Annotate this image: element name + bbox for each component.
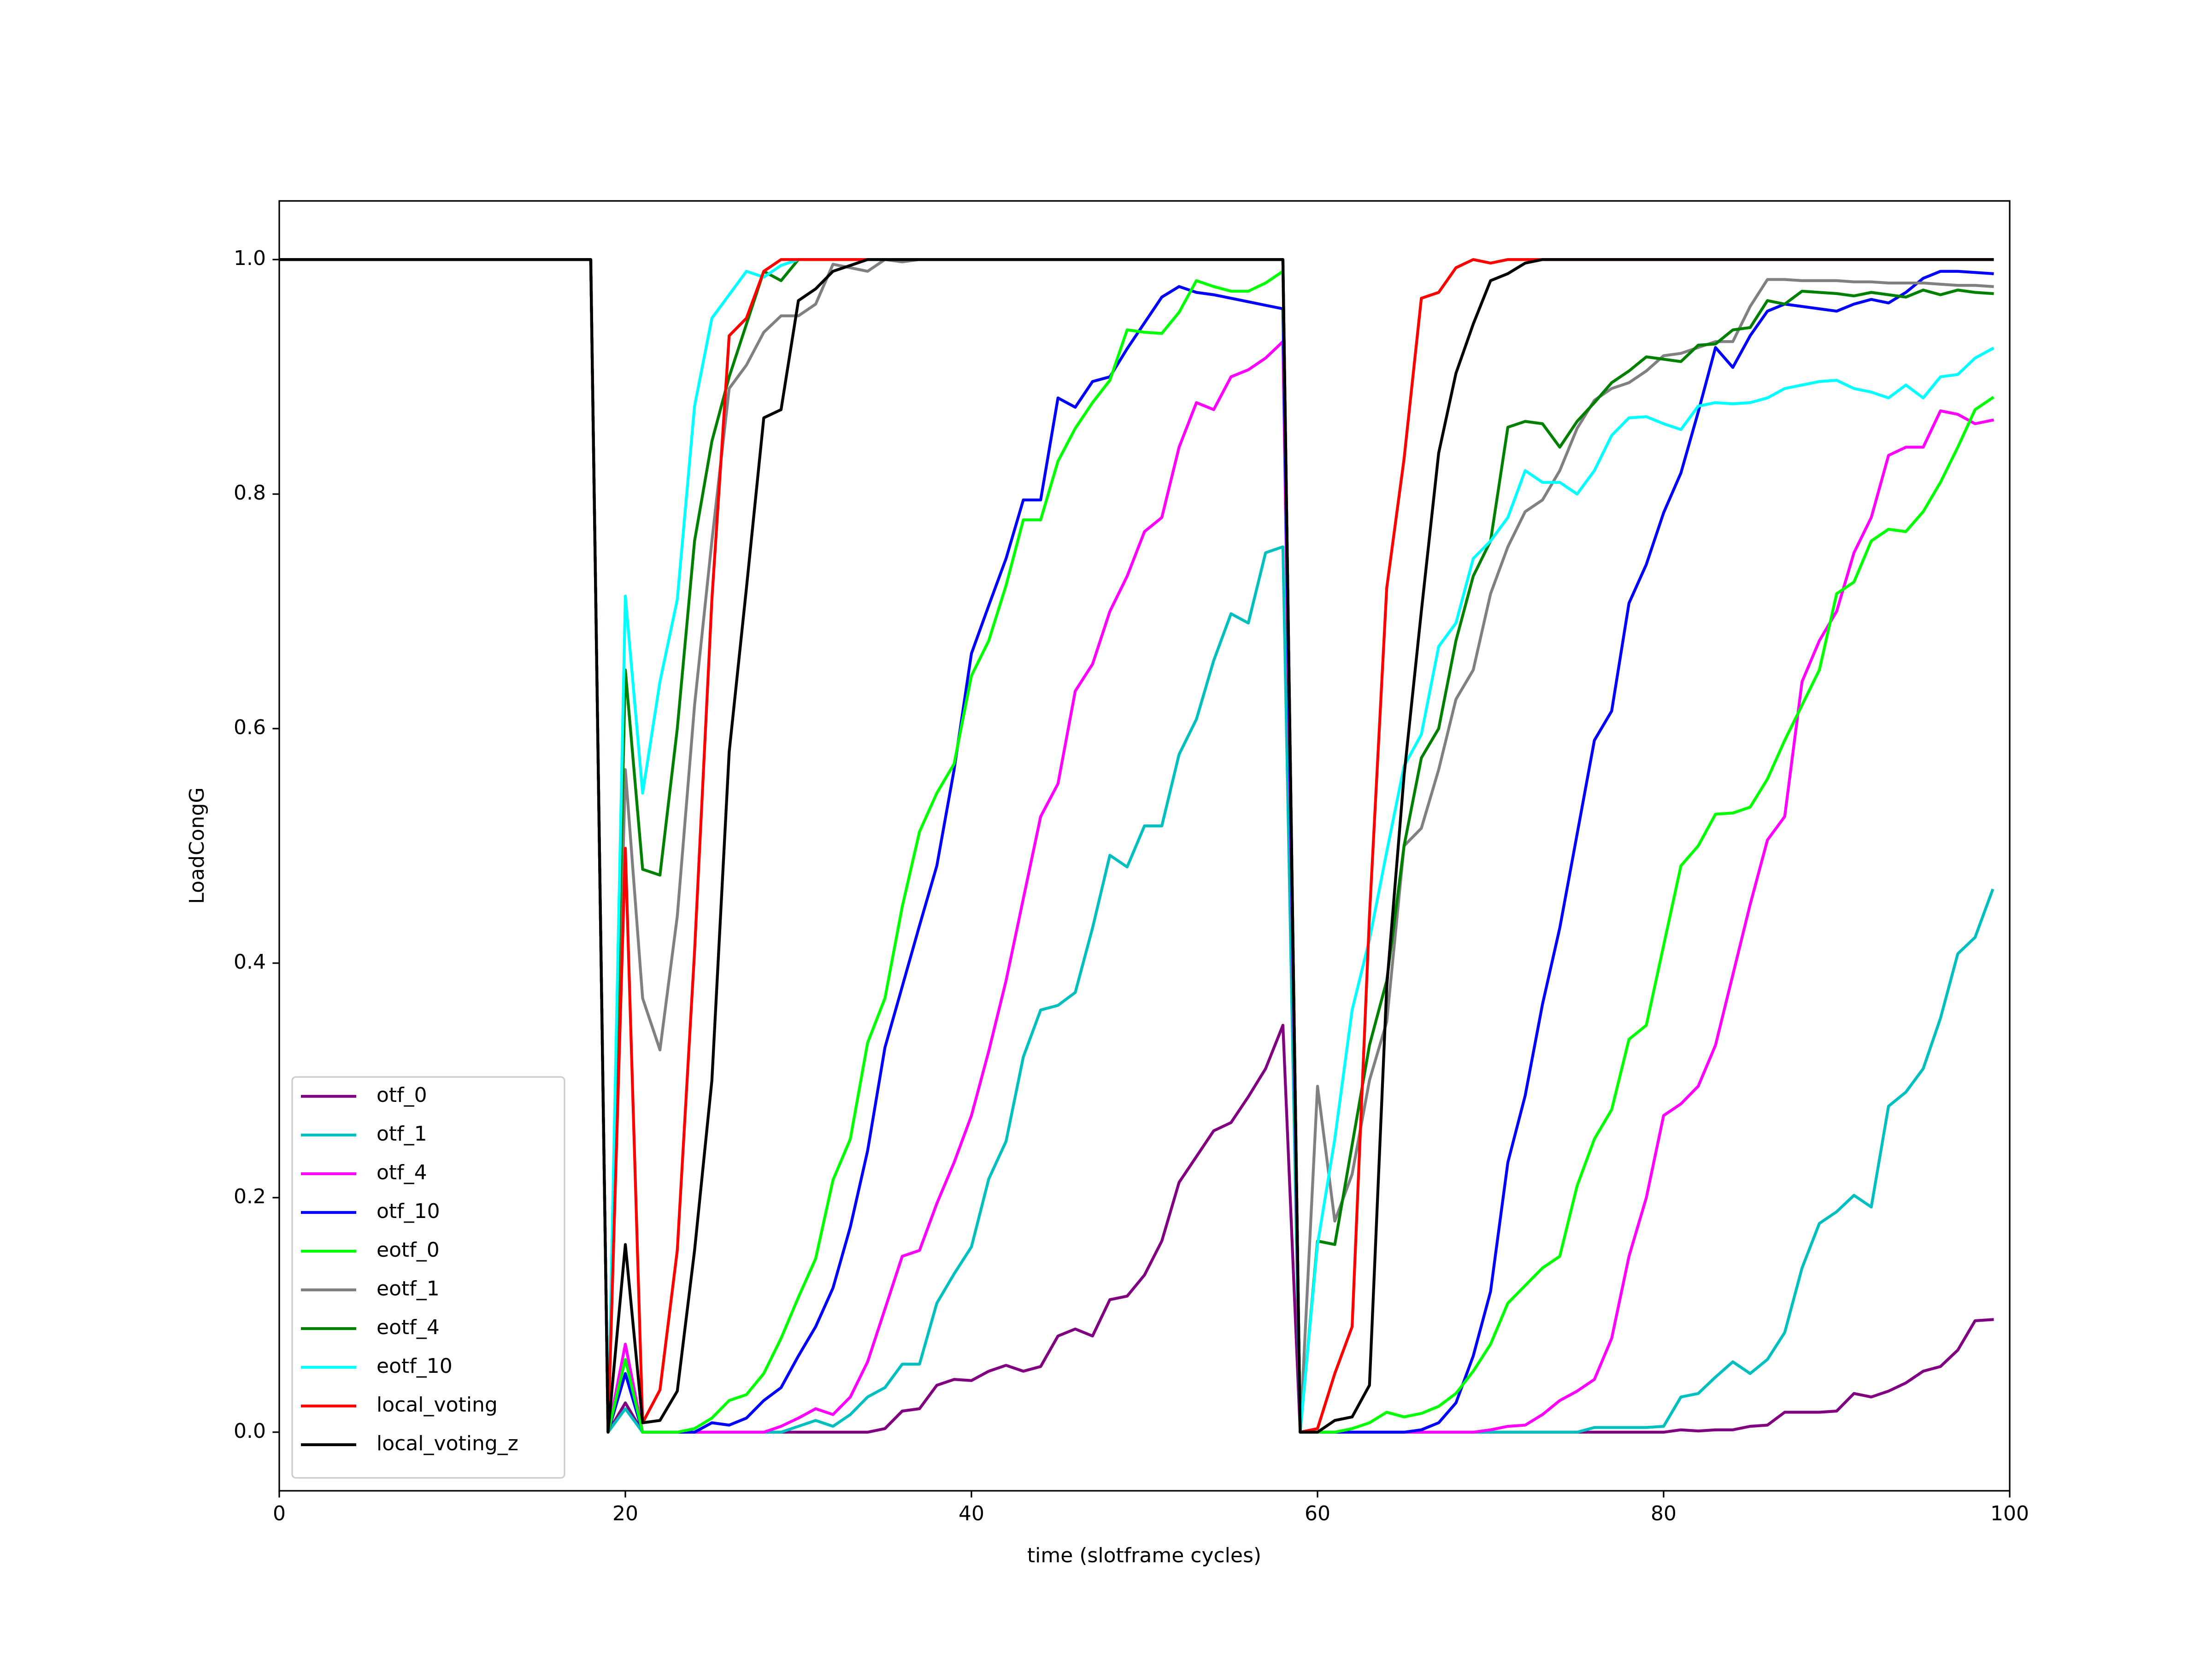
legend-label: otf_0: [377, 1083, 427, 1107]
legend-label: otf_10: [377, 1200, 440, 1223]
legend-box: [291, 1076, 565, 1479]
legend-label: otf_1: [377, 1122, 427, 1146]
y-tick-label: 0.4: [234, 950, 266, 974]
y-tick-label: 1.0: [234, 247, 266, 270]
y-tick-label: 0.6: [234, 716, 266, 739]
legend-label: eotf_10: [377, 1354, 453, 1378]
y-tick-label: 0.0: [234, 1419, 266, 1443]
x-tick-label: 80: [1651, 1502, 1677, 1525]
axes-frame: [278, 200, 2011, 1492]
legend-label: otf_4: [377, 1161, 427, 1184]
legend-label: eotf_0: [377, 1238, 440, 1262]
y-axis-label: LoadCongG: [185, 787, 209, 904]
x-axis-label: time (slotframe cycles): [1027, 1544, 1261, 1567]
series-line: [279, 258, 1994, 1434]
y-tick-label: 0.8: [234, 481, 266, 505]
x-tick-label: 0: [273, 1502, 286, 1525]
legend-label: local_voting: [377, 1393, 498, 1417]
legend-label: eotf_4: [377, 1316, 440, 1339]
y-tick-label: 0.2: [234, 1185, 266, 1208]
legend-label: local_voting_z: [377, 1432, 518, 1455]
x-tick-label: 20: [612, 1502, 638, 1525]
x-tick-label: 60: [1305, 1502, 1330, 1525]
legend-label: eotf_1: [377, 1277, 440, 1300]
x-tick-label: 100: [1990, 1502, 2029, 1525]
plot-area: [279, 258, 1994, 1434]
x-tick-label: 40: [959, 1502, 984, 1525]
